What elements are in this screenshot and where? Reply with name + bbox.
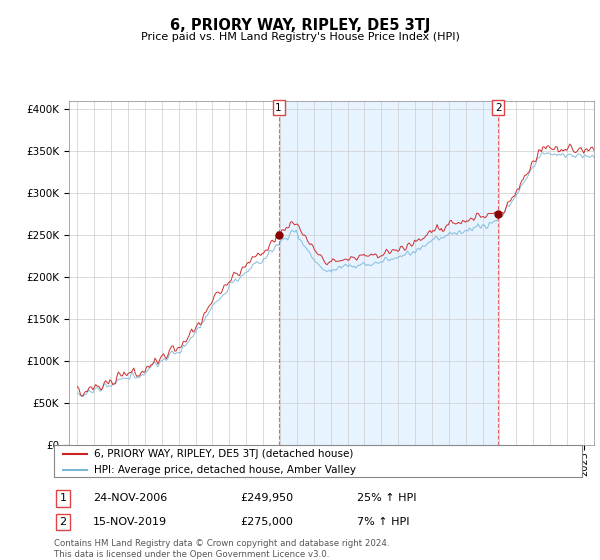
Text: 7% ↑ HPI: 7% ↑ HPI [357,517,409,527]
Text: Price paid vs. HM Land Registry's House Price Index (HPI): Price paid vs. HM Land Registry's House … [140,32,460,43]
Text: 15-NOV-2019: 15-NOV-2019 [93,517,167,527]
Text: 25% ↑ HPI: 25% ↑ HPI [357,493,416,503]
Text: 6, PRIORY WAY, RIPLEY, DE5 3TJ (detached house): 6, PRIORY WAY, RIPLEY, DE5 3TJ (detached… [94,449,353,459]
Text: 2: 2 [495,102,502,113]
Text: £249,950: £249,950 [240,493,293,503]
Text: 6, PRIORY WAY, RIPLEY, DE5 3TJ: 6, PRIORY WAY, RIPLEY, DE5 3TJ [170,18,430,34]
Text: HPI: Average price, detached house, Amber Valley: HPI: Average price, detached house, Ambe… [94,465,356,475]
Text: £275,000: £275,000 [240,517,293,527]
Text: 1: 1 [59,493,67,503]
Text: Contains HM Land Registry data © Crown copyright and database right 2024.
This d: Contains HM Land Registry data © Crown c… [54,539,389,559]
Bar [278,101,498,445]
Text: 2: 2 [59,517,67,527]
Text: 1: 1 [275,102,282,113]
Text: 24-NOV-2006: 24-NOV-2006 [93,493,167,503]
